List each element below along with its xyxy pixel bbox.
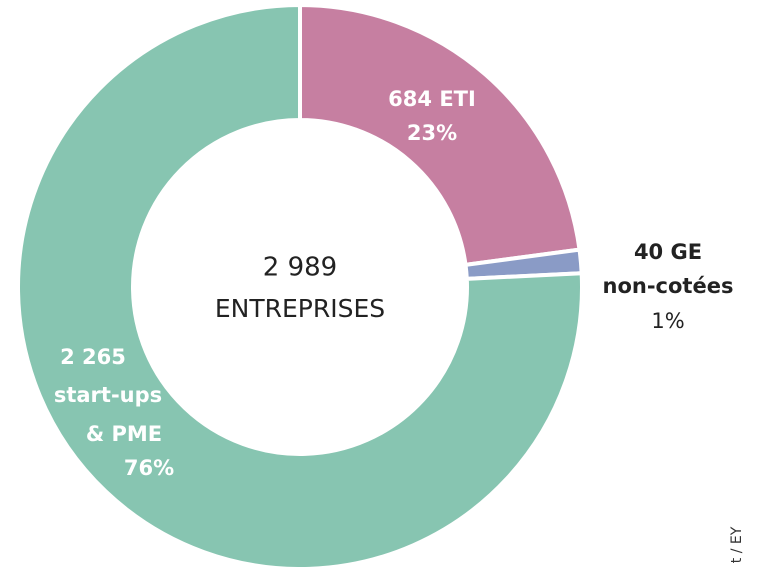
donut-segment	[16, 2, 584, 567]
segment-label: 2 265	[60, 345, 126, 369]
percent-label: 23%	[407, 121, 457, 145]
percent-label: 76%	[124, 456, 174, 480]
segment-label: 40 GE	[634, 240, 702, 264]
segment-label: start-ups	[54, 383, 162, 407]
segment-label: 684 ETI	[388, 87, 476, 111]
center-number: 2 989	[263, 253, 337, 283]
segment-label: & PME	[86, 422, 162, 446]
center-caption: ENTREPRISES	[215, 294, 385, 323]
source-note: t / EY	[729, 526, 745, 563]
segment-label: non-cotées	[603, 274, 734, 298]
percent-label: 1%	[651, 309, 684, 333]
donut-segment	[298, 2, 582, 268]
